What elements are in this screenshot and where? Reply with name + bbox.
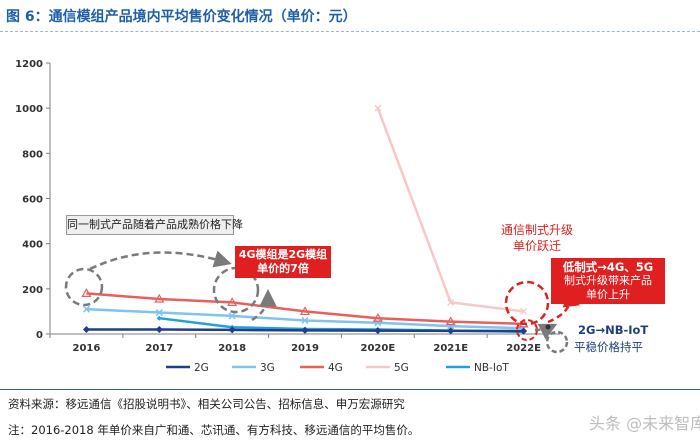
data-point [445, 316, 456, 326]
y-tick-label: 200 [22, 285, 43, 296]
series-5g [374, 104, 528, 315]
footer-divider [0, 389, 700, 390]
gray-arrow-small [251, 289, 277, 322]
red-circle-upgrade [504, 280, 550, 326]
upgrade-price-line3: 单价上升 [586, 288, 630, 301]
data-point [301, 326, 309, 334]
series-2g [82, 325, 528, 335]
data-point [154, 293, 165, 303]
data-point [155, 325, 163, 333]
4g-ratio-line2: 单价的7倍 [257, 262, 309, 275]
flat-price-annotation: 平稳价格持平 [574, 340, 643, 354]
legend-label: 4G [328, 362, 343, 374]
y-tick-label: 0 [36, 330, 43, 341]
nbiot-dot [545, 324, 551, 330]
x-tick-label: 2022E [506, 343, 541, 354]
y-tick-label: 800 [22, 149, 43, 160]
data-point [155, 309, 163, 317]
legend-item-4g: 4G [300, 362, 343, 374]
data-point [374, 327, 382, 335]
data-point [301, 316, 309, 324]
x-tick-label: 2019 [291, 343, 319, 354]
maturity-annotation: 同一制式产品随着产品成熟价格下降 [66, 215, 243, 235]
data-point [520, 327, 528, 335]
gray-circle-2016 [64, 267, 104, 307]
upgrade-line2: 单价跃迁 [512, 239, 561, 253]
page-title: 图 6：通信模组产品境内平均售价变化情况（单价：元） [6, 9, 357, 25]
upgrade-price-annotation: 低制式→4G、5G 制式升级带来产品 单价上升 [551, 258, 665, 304]
gray-circle-nbiot [545, 330, 569, 354]
x-tick-label: 2021E [433, 343, 468, 354]
y-tick-label: 600 [22, 195, 43, 206]
series-line [376, 107, 524, 313]
legend-label: 3G [260, 362, 275, 374]
data-point [447, 327, 455, 335]
title-divider [0, 31, 700, 32]
data-point [520, 307, 528, 315]
data-point [156, 315, 162, 321]
4g-ratio-annotation: 4G模组是2G模组 单价的7倍 [235, 246, 331, 278]
x-tick-label: 2018 [218, 343, 246, 354]
watermark: 头条 @未来智库 [589, 414, 700, 433]
legend-label: NB-IoT [474, 362, 509, 374]
x-tick-label: 2017 [145, 343, 173, 354]
x-tick-label: 2020E [361, 343, 396, 354]
data-point [82, 305, 90, 313]
legend-item-5g: 5G [366, 362, 409, 374]
chart-legend: 2G 3G 4G 5G NB-IoT [166, 362, 509, 374]
data-point [228, 326, 236, 334]
y-tick-label: 1200 [15, 59, 43, 70]
legend-item-3g: 3G [232, 362, 275, 374]
footnote: 注：2016-2018 年单价来自广和通、芯讯通、有方科技、移远通信的平均售价。 [8, 423, 420, 437]
series-4g [81, 288, 529, 328]
annotation-decorations [64, 250, 580, 354]
upgrade-annotation: 通信制式升级 单价跃迁 [478, 222, 596, 254]
series-line [86, 292, 524, 326]
y-tick-label: 400 [22, 240, 43, 251]
data-point [374, 104, 382, 112]
x-tick-label: 2016 [73, 343, 101, 354]
data-point [447, 298, 455, 306]
chart-series-layer [81, 104, 529, 335]
data-point [82, 325, 90, 333]
data-point [299, 306, 311, 316]
data-point [81, 288, 92, 297]
chart-axes: 0 200 400 600 800 1000 1200 2016 2017 2018 2019 202… [15, 59, 560, 354]
nbiot-annotation: 2G→NB-IoT [578, 323, 649, 337]
upgrade-line1: 通信制式升级 [500, 223, 573, 237]
data-point [227, 297, 238, 306]
upgrade-price-line2: 制式升级带来产品 [564, 274, 652, 287]
4g-ratio-line1: 4G模组是2G模组 [238, 248, 328, 261]
gray-arrow-nbiot [534, 323, 558, 340]
gray-arrow [89, 250, 232, 271]
source-note: 资料来源：移远通信《招股说明书》、相关公司公告、招标信息、申万宏源研究 [8, 397, 405, 411]
y-tick-label: 1000 [15, 104, 43, 115]
data-point [372, 312, 383, 322]
data-point [228, 312, 236, 320]
legend-item-nb-iot: NB-IoT [446, 362, 509, 374]
legend-item-2g: 2G [166, 362, 209, 374]
legend-label: 5G [394, 362, 409, 374]
upgrade-price-line1: 低制式→4G、5G [562, 260, 654, 274]
legend-label: 2G [194, 362, 209, 374]
